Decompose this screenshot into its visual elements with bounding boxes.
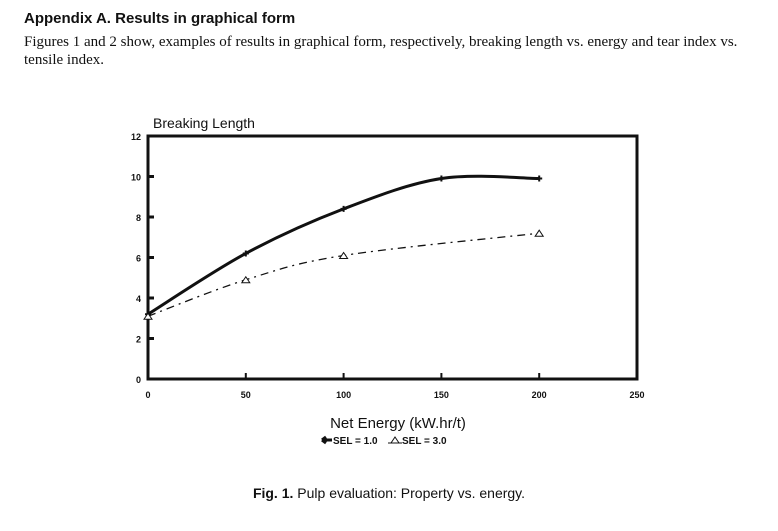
y-tick-label: 8 xyxy=(136,213,141,223)
data-point-sel-1 xyxy=(242,250,249,257)
paragraph: Figures 1 and 2 show, examples of result… xyxy=(24,34,738,68)
data-point-sel-3 xyxy=(143,312,153,320)
legend-label-sel-3: SEL = 3.0 xyxy=(402,436,447,447)
legend-marker-sel-3 xyxy=(388,436,402,444)
x-axis-label: Net Energy (kW.hr/t) xyxy=(330,415,466,432)
data-point-sel-1 xyxy=(340,205,347,212)
legend: SEL = 1.0 SEL = 3.0 xyxy=(321,435,447,447)
data-point-sel-3 xyxy=(240,275,251,284)
x-tick-label: 200 xyxy=(532,390,547,400)
y-tick-label: 6 xyxy=(136,254,141,264)
data-point-sel-1 xyxy=(536,175,543,182)
chart-title: Breaking Length xyxy=(153,115,255,131)
x-tick-label: 150 xyxy=(434,390,449,400)
y-tick-label: 2 xyxy=(136,335,141,345)
section-heading: Appendix A. Results in graphical form xyxy=(24,10,296,27)
x-tick-label: 0 xyxy=(145,390,150,400)
legend-label-sel-1: SEL = 1.0 xyxy=(333,436,378,447)
plot-frame xyxy=(146,134,639,381)
y-tick-label: 10 xyxy=(131,173,141,183)
x-tick-label: 100 xyxy=(336,390,351,400)
x-tick-label: 50 xyxy=(241,390,251,400)
data-point-sel-1 xyxy=(438,175,445,182)
x-tick-label: 250 xyxy=(629,390,644,400)
data-point-sel-3 xyxy=(534,229,545,237)
y-tick-label: 12 xyxy=(131,132,141,142)
caption-label: Fig. 1. xyxy=(252,485,294,501)
chart: Breaking Length 0 2 4 6 8 10 12 0 50 100 150 200 250… xyxy=(131,115,645,447)
y-tick-label: 4 xyxy=(136,294,141,304)
figure-caption: Fig. 1. Pulp evaluation: Property vs. en… xyxy=(0,485,778,501)
legend-marker-sel-1 xyxy=(321,435,332,445)
series-line-2 xyxy=(147,232,540,317)
y-tick-label: 0 xyxy=(136,375,141,385)
data-point-sel-3 xyxy=(338,251,349,259)
caption-text: Pulp evaluation: Property vs. energy. xyxy=(293,485,526,501)
